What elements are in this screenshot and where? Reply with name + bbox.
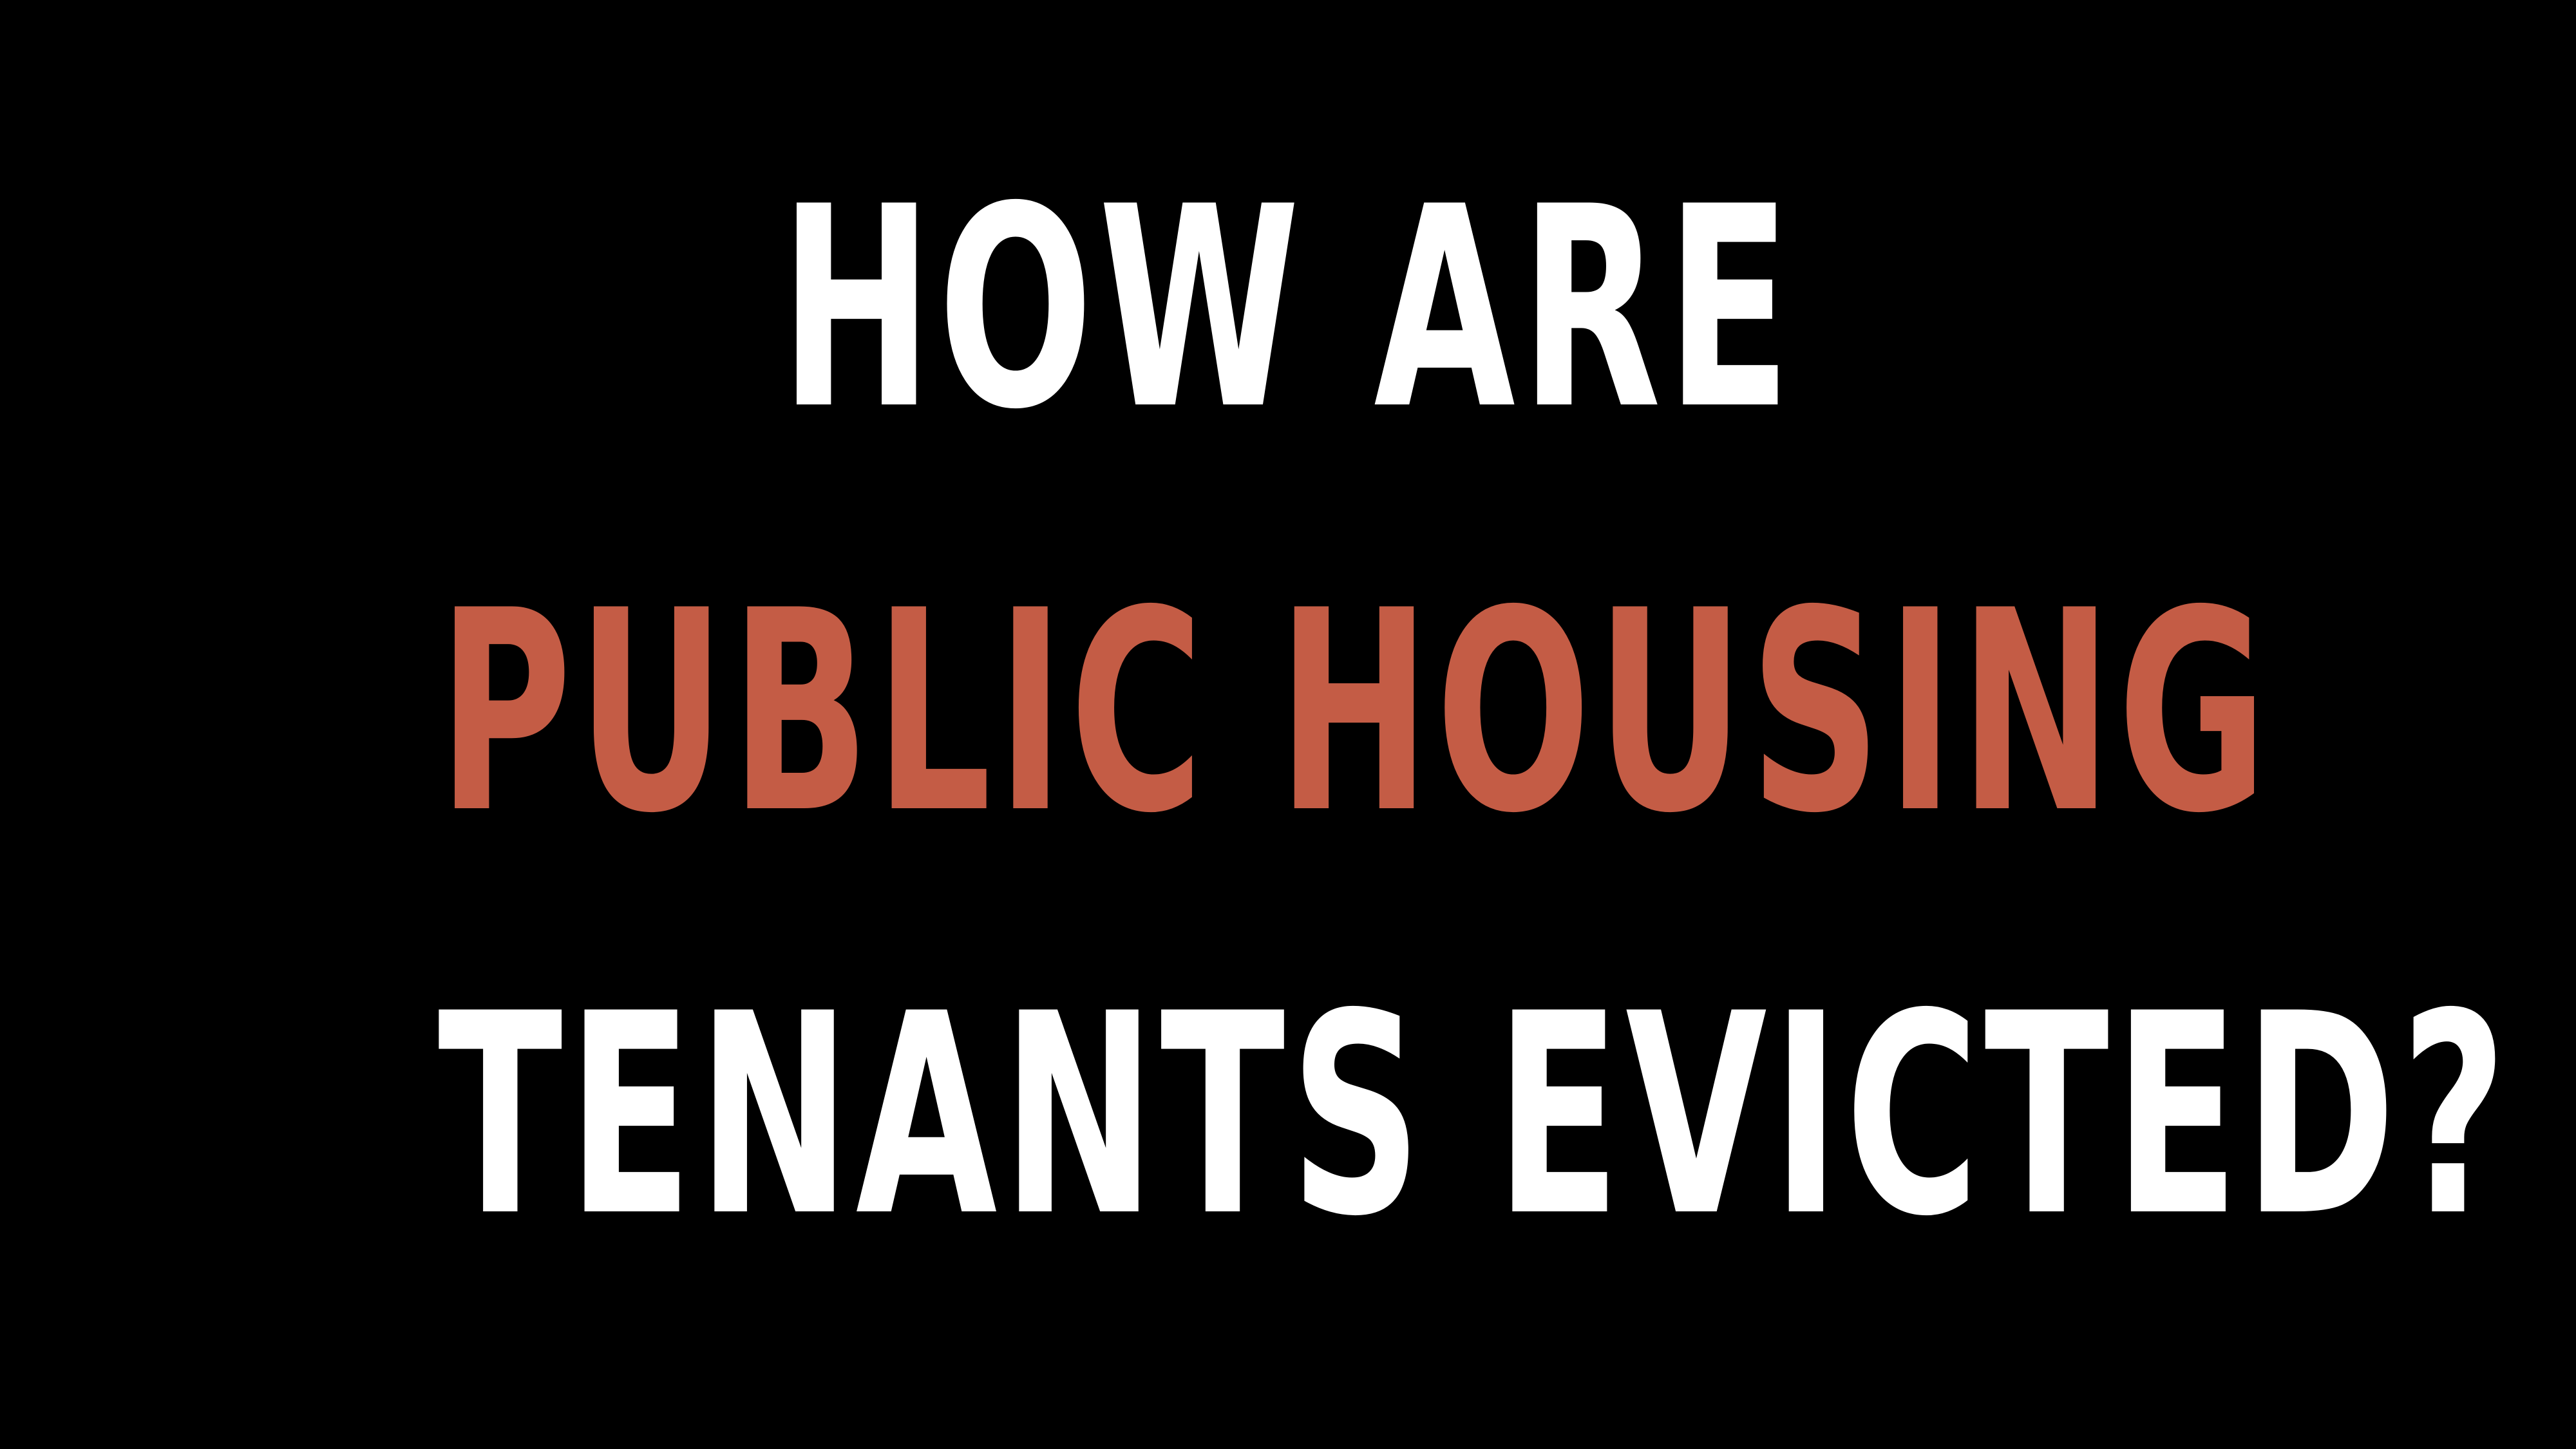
headline-line-3: TENANTS EVICTED? [438, 955, 2512, 1277]
headline-line-2-highlight: PUBLIC HOUSING [438, 552, 2273, 874]
headline-line-1: HOW ARE [779, 148, 1797, 470]
